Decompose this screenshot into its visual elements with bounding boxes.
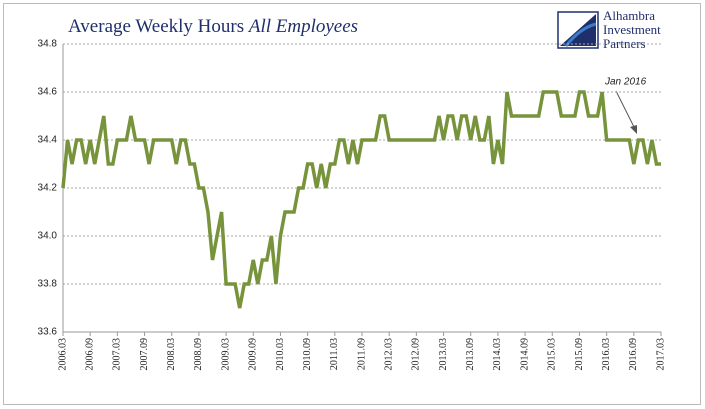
x-tick-label: 2013.03: [438, 338, 449, 371]
y-tick-label: 33.6: [38, 327, 58, 338]
x-tick-label: 2011.09: [356, 338, 367, 370]
x-tick-label: 2010.03: [275, 338, 286, 371]
x-tick-label: 2010.09: [302, 338, 313, 371]
y-tick-label: 34.6: [38, 87, 58, 98]
logo-text: Partners: [603, 36, 646, 51]
x-tick-label: 2007.09: [139, 338, 150, 371]
x-tick-label: 2016.03: [601, 338, 612, 371]
x-tick-label: 2012.03: [383, 338, 394, 371]
x-tick-label: 2014.09: [519, 338, 530, 371]
x-tick-label: 2009.03: [220, 338, 231, 371]
title-main: Average Weekly Hours: [68, 16, 244, 37]
x-tick-label: 2008.09: [193, 338, 204, 371]
logo-text: Investment: [603, 22, 661, 37]
y-tick-label: 34.8: [38, 39, 58, 50]
data-line: [61, 90, 661, 309]
logo-swoosh: [564, 22, 597, 47]
x-tick-label: 2008.03: [166, 338, 177, 371]
y-tick-label: 34.4: [38, 135, 58, 146]
logo-text: Alhambra: [603, 8, 655, 23]
y-tick-label: 34.2: [38, 183, 58, 194]
arrow-head: [630, 125, 637, 134]
x-tick-label: 2016.09: [628, 338, 639, 371]
chart-title: Average Weekly Hours All Employees: [68, 16, 358, 37]
logo: Alhambra Investment Partners: [557, 8, 661, 51]
x-tick-label: 2006.03: [57, 338, 68, 371]
y-tick-label: 34.0: [38, 231, 58, 242]
x-tick-label: 2017.03: [655, 338, 666, 371]
x-tick-label: 2007.03: [112, 338, 123, 371]
x-tick-label: 2015.03: [547, 338, 558, 371]
x-tick-label: 2009.09: [248, 338, 259, 371]
arrow-line: [615, 90, 636, 130]
x-tick-label: 2013.09: [465, 338, 476, 371]
frame: [3, 3, 701, 405]
title-emphasis: All Employees: [247, 16, 358, 37]
annotation: Jan 2016: [604, 77, 647, 88]
x-tick-label: 2014.03: [492, 338, 503, 371]
y-tick-label: 33.8: [38, 279, 58, 290]
annotation-arrow: [615, 90, 637, 134]
x-tick-label: 2015.09: [574, 338, 585, 371]
x-tick-label: 2006.09: [84, 338, 95, 371]
x-tick-label: 2011.03: [329, 338, 340, 370]
x-tick-label: 2012.09: [411, 338, 422, 371]
logo-shape: [560, 14, 596, 46]
